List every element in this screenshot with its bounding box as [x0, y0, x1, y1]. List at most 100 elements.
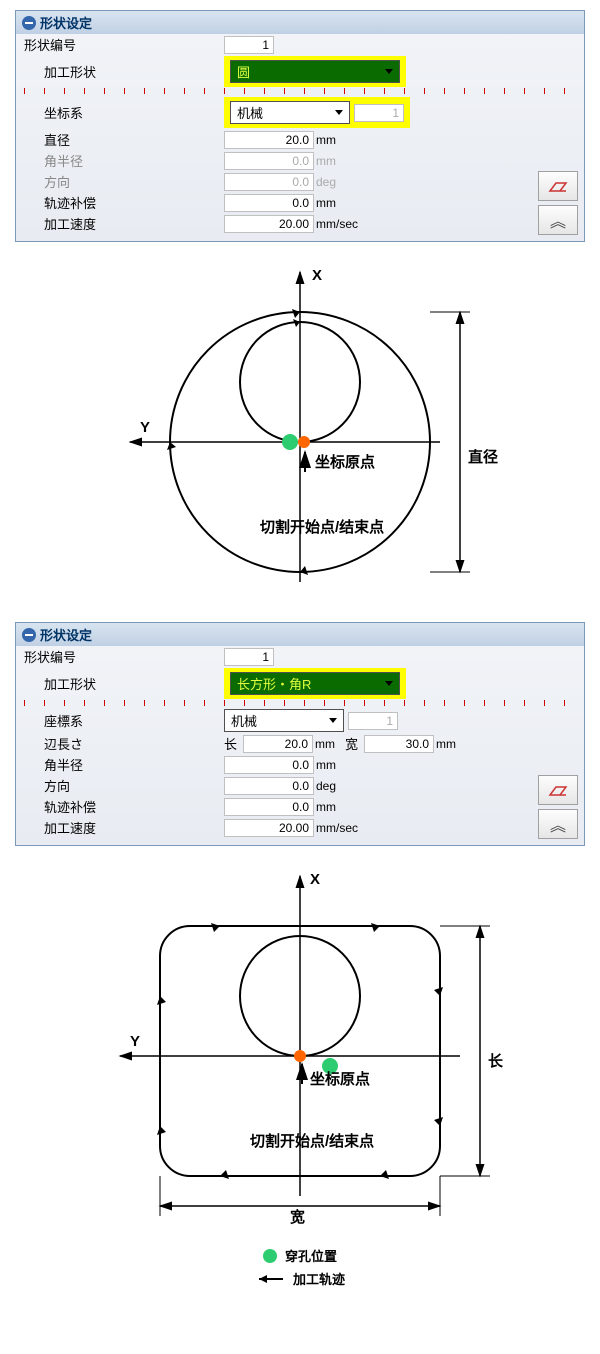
side-buttons: ︽	[538, 775, 578, 839]
unit-corner-r: mm	[316, 154, 336, 168]
input-shape-number[interactable]: 1	[224, 648, 274, 666]
eraser-icon	[546, 781, 570, 799]
row-speed: 加工速度 20.00 mm/sec	[16, 817, 584, 845]
row-coord-sys: 坐标系 机械 1	[16, 96, 584, 129]
row-corner-r: 角半径 0.0 mm	[16, 754, 584, 775]
dropdown-coord-value: 机械	[231, 711, 257, 730]
row-shape-type: 加工形状 长方形・角R	[16, 667, 584, 700]
coord-highlight: 机械 1	[224, 97, 410, 128]
row-diameter: 直径 20.0 mm	[16, 129, 584, 150]
shape-settings-panel-1: 形状设定 形状编号 1 加工形状 圆 坐标系 机械 1 直径 20.0 mm 角…	[15, 10, 585, 242]
input-corner-r: 0.0	[224, 152, 314, 170]
label-width-prefix: 宽	[345, 734, 358, 753]
coord-idx[interactable]: 1	[354, 104, 404, 122]
collapse-button[interactable]: ︽	[538, 205, 578, 235]
width-label: 宽	[289, 1208, 305, 1226]
shape-type-highlight: 圆	[224, 56, 406, 87]
chevron-down-icon	[329, 718, 337, 723]
input-diameter[interactable]: 20.0	[224, 131, 314, 149]
axis-x-label: X	[310, 871, 320, 888]
input-length[interactable]: 20.0	[243, 735, 313, 753]
legend-track-label: 加工轨迹	[293, 1269, 345, 1288]
input-track-comp[interactable]: 0.0	[224, 194, 314, 212]
coord-idx[interactable]: 1	[348, 712, 398, 730]
input-shape-number[interactable]: 1	[224, 36, 274, 54]
label-speed: 加工速度	[24, 818, 224, 837]
label-diameter: 直径	[24, 130, 224, 149]
chevron-down-icon	[385, 681, 393, 686]
collapse-button[interactable]: ︽	[538, 809, 578, 839]
label-direction: 方向	[24, 172, 224, 191]
row-direction: 方向 0.0 deg	[16, 775, 584, 796]
unit-length: mm	[315, 737, 335, 751]
startend-label: 切割开始点/结束点	[260, 518, 384, 536]
label-shape-type: 加工形状	[24, 674, 224, 693]
chevron-down-icon	[385, 69, 393, 74]
label-corner-r: 角半径	[24, 151, 224, 170]
diagram-circle: X Y 坐标原点 切割开始点/结束点 直径	[90, 262, 510, 602]
input-width[interactable]: 30.0	[364, 735, 434, 753]
input-speed[interactable]: 20.00	[224, 215, 314, 233]
origin-label: 坐标原点	[315, 453, 375, 471]
arrow-left-icon	[255, 1273, 285, 1285]
row-coord-sys: 座標系 机械 1	[16, 708, 584, 733]
row-track-comp: 轨迹补偿 0.0 mm	[16, 192, 584, 213]
row-shape-number: 形状编号 1	[16, 34, 584, 55]
length-label: 长	[488, 1052, 504, 1070]
input-direction[interactable]: 0.0	[224, 777, 314, 795]
axis-x-label: X	[312, 267, 322, 284]
input-corner-r[interactable]: 0.0	[224, 756, 314, 774]
label-side-length: 辺長さ	[24, 734, 224, 753]
legend: 穿孔位置 加工轨迹	[0, 1246, 600, 1288]
panel-title-text: 形状设定	[40, 625, 92, 644]
legend-track: 加工轨迹	[0, 1269, 600, 1288]
panel-title: 形状设定	[16, 11, 584, 34]
dropdown-coord-value: 机械	[237, 103, 263, 122]
input-track-comp[interactable]: 0.0	[224, 798, 314, 816]
pierce-point-dot	[282, 434, 298, 450]
row-side-length: 辺長さ 长 20.0 mm 宽 30.0 mm	[16, 733, 584, 754]
label-corner-r: 角半径	[24, 755, 224, 774]
eraser-button[interactable]	[538, 775, 578, 805]
chevron-down-icon	[335, 110, 343, 115]
label-shape-number: 形状编号	[24, 647, 224, 666]
axis-y-label: Y	[140, 419, 150, 436]
legend-pierce-label: 穿孔位置	[285, 1246, 337, 1265]
unit-track-comp: mm	[316, 800, 336, 814]
dropdown-shape-type-value: 长方形・角R	[237, 674, 311, 693]
unit-track-comp: mm	[316, 196, 336, 210]
app-icon	[22, 628, 36, 642]
row-direction: 方向 0.0 deg	[16, 171, 584, 192]
chevron-up-double-icon: ︽	[550, 812, 566, 836]
unit-speed: mm/sec	[316, 821, 358, 835]
app-icon	[22, 16, 36, 30]
label-shape-type: 加工形状	[24, 62, 224, 81]
dropdown-coord-sys[interactable]: 机械	[224, 709, 344, 732]
ruler-decoration	[24, 88, 576, 94]
startend-label: 切割开始点/结束点	[250, 1132, 374, 1150]
shape-type-highlight: 长方形・角R	[224, 668, 406, 699]
label-track-comp: 轨迹补偿	[24, 193, 224, 212]
input-speed[interactable]: 20.00	[224, 819, 314, 837]
label-length-prefix: 长	[224, 734, 237, 753]
axis-y-label: Y	[130, 1033, 140, 1050]
unit-corner-r: mm	[316, 758, 336, 772]
panel-title-text: 形状设定	[40, 13, 92, 32]
dropdown-coord-sys[interactable]: 机械	[230, 101, 350, 124]
shape-settings-panel-2: 形状设定 形状编号 1 加工形状 长方形・角R 座標系 机械 1 辺長さ 长 2…	[15, 622, 585, 846]
row-track-comp: 轨迹补偿 0.0 mm	[16, 796, 584, 817]
unit-direction: deg	[316, 175, 336, 189]
legend-pierce: 穿孔位置	[0, 1246, 600, 1265]
dropdown-shape-type[interactable]: 圆	[230, 60, 400, 83]
unit-direction: deg	[316, 779, 336, 793]
side-buttons: ︽	[538, 171, 578, 235]
label-coord-sys: 座標系	[24, 711, 224, 730]
dropdown-shape-type[interactable]: 长方形・角R	[230, 672, 400, 695]
eraser-button[interactable]	[538, 171, 578, 201]
label-speed: 加工速度	[24, 214, 224, 233]
row-corner-r: 角半径 0.0 mm	[16, 150, 584, 171]
unit-diameter: mm	[316, 133, 336, 147]
origin-dot	[298, 436, 310, 448]
input-direction: 0.0	[224, 173, 314, 191]
chevron-up-double-icon: ︽	[550, 208, 566, 232]
